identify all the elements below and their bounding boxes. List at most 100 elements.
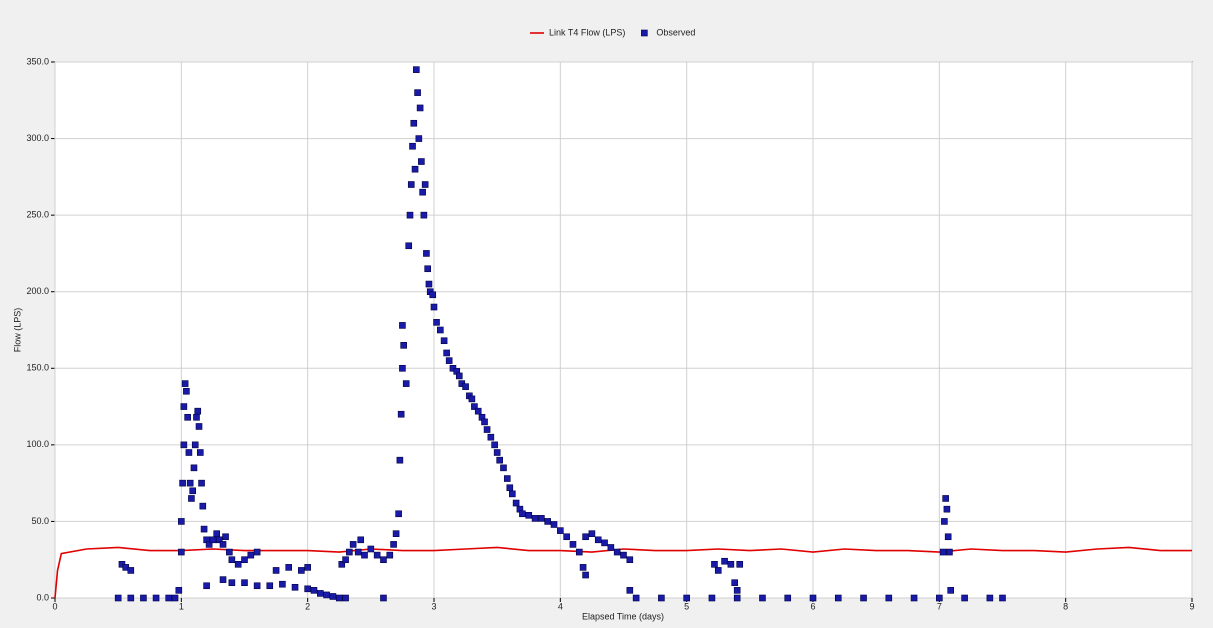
y-axis-label: Flow (LPS): [12, 308, 22, 353]
observed-point: [234, 561, 242, 568]
observed-point: [443, 349, 450, 357]
observed-point: [171, 594, 179, 602]
observed-point: [423, 250, 430, 257]
observed-point: [487, 433, 495, 441]
observed-point: [342, 556, 349, 564]
observed-point: [165, 594, 172, 602]
observed-point: [361, 551, 368, 559]
observed-point: [999, 594, 1006, 602]
observed-point: [433, 319, 440, 326]
observed-point: [416, 104, 424, 112]
observed-point: [943, 505, 951, 513]
observed-point: [396, 456, 404, 464]
observed-point: [445, 357, 453, 364]
observed-point: [329, 593, 337, 600]
observed-point: [420, 211, 428, 219]
observed-point: [395, 510, 402, 518]
observed-point: [386, 551, 394, 559]
observed-point: [759, 594, 766, 602]
observed-point: [430, 303, 438, 311]
observed-point: [198, 479, 205, 487]
observed-point: [411, 165, 419, 173]
observed-point: [323, 591, 330, 599]
observed-point: [410, 119, 418, 127]
observed-point: [279, 580, 286, 588]
observed-point: [228, 556, 236, 564]
observed-point: [196, 449, 204, 456]
observed-point: [338, 561, 346, 568]
observed-point: [316, 590, 324, 597]
observed-point: [180, 441, 188, 449]
legend-swatch: [641, 29, 648, 37]
observed-point: [429, 291, 437, 299]
observed-point: [349, 541, 357, 548]
observed-point: [711, 561, 718, 568]
observed-point: [191, 441, 199, 449]
observed-point: [531, 515, 539, 522]
observed-point: [425, 280, 433, 288]
x-tick-label: 3: [431, 601, 436, 611]
observed-point: [437, 326, 444, 334]
observed-point: [946, 548, 953, 556]
observed-point: [588, 530, 596, 537]
observed-point: [199, 502, 207, 510]
observed-point: [228, 579, 236, 586]
observed-point: [304, 585, 311, 593]
observed-point: [406, 211, 414, 219]
marks: [54, 66, 1192, 602]
observed-point: [354, 548, 362, 556]
observed-point: [491, 441, 498, 449]
observed-point: [203, 582, 210, 590]
observed-point: [575, 548, 583, 556]
observed-point: [733, 587, 741, 594]
flow-line: [54, 546, 1192, 599]
observed-point: [468, 395, 476, 403]
observed-point: [298, 567, 305, 574]
observed-point: [399, 322, 406, 329]
observed-point: [986, 594, 994, 602]
observed-point: [399, 364, 406, 372]
observed-point: [936, 594, 943, 602]
observed-point: [195, 423, 203, 430]
observed-point: [582, 571, 589, 579]
observed-point: [114, 594, 122, 602]
observed-point: [910, 594, 918, 602]
observed-point: [335, 594, 343, 602]
observed-point: [405, 242, 413, 250]
observed-point: [500, 464, 507, 472]
observed-point: [601, 539, 608, 547]
observed-point: [178, 548, 185, 556]
observed-point: [525, 512, 533, 519]
observed-point: [714, 567, 722, 574]
observed-point: [941, 518, 948, 525]
observed-point: [285, 564, 293, 571]
observed-point: [557, 527, 564, 534]
observed-point: [392, 530, 400, 537]
observed-point: [215, 536, 223, 544]
y-tick-label: 200.0: [26, 286, 49, 296]
observed-point: [209, 536, 217, 544]
observed-point: [194, 407, 202, 415]
observed-point: [594, 536, 602, 544]
observed-point: [544, 518, 552, 525]
observed-point: [407, 181, 415, 188]
observed-point: [942, 495, 949, 502]
observed-point: [241, 579, 248, 586]
observed-point: [367, 545, 375, 553]
observed-point: [626, 587, 634, 594]
observed-point: [414, 89, 421, 96]
observed-point: [727, 561, 735, 568]
observed-point: [519, 510, 526, 518]
observed-point: [213, 530, 221, 537]
observed-point: [563, 533, 570, 541]
observed-point: [127, 567, 135, 574]
observed-point: [455, 372, 463, 380]
observed-point: [272, 567, 280, 574]
observed-point: [357, 536, 365, 544]
observed-point: [181, 380, 189, 387]
observed-point: [947, 587, 955, 594]
x-tick-label: 4: [558, 601, 563, 611]
y-tick-label: 350.0: [26, 56, 49, 66]
observed-point: [509, 490, 516, 498]
